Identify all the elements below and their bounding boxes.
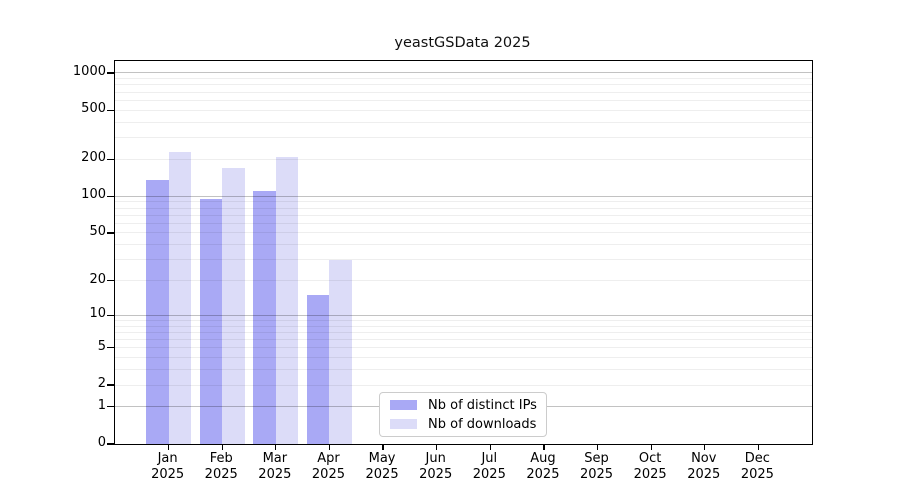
y-tick-mark xyxy=(107,279,115,282)
y-tick-mark xyxy=(107,443,115,445)
chart-title: yeastGSData 2025 xyxy=(394,35,531,51)
x-tick-mark xyxy=(650,444,652,450)
y-tick-label: 10 xyxy=(89,306,106,322)
x-tick-year: 2025 xyxy=(740,467,774,482)
x-tick-year: 2025 xyxy=(419,467,453,482)
legend-entry: Nb of distinct IPs xyxy=(380,396,546,415)
x-tick-year: 2025 xyxy=(579,467,614,482)
minor-gridline xyxy=(115,137,812,139)
x-tick-month: Jun xyxy=(425,451,446,466)
y-tick-label: 0 xyxy=(97,435,106,450)
plot-area: Nb of distinct IPs Nb of downloads xyxy=(107,60,813,450)
y-tick-label: 20 xyxy=(89,271,106,287)
x-tick-label-feb: Feb 2025 xyxy=(181,451,261,483)
x-tick-mark xyxy=(436,444,438,450)
y-tick-mark xyxy=(107,406,115,408)
x-tick-year: 2025 xyxy=(365,467,399,482)
x-tick-month: Jan xyxy=(157,451,178,466)
x-tick-month: Nov xyxy=(691,451,717,466)
bar-downloads-feb xyxy=(222,167,245,444)
major-gridline xyxy=(115,72,812,74)
legend-label: Nb of downloads xyxy=(428,416,537,432)
minor-gridline xyxy=(115,158,812,160)
x-tick-month: Feb xyxy=(209,451,233,466)
minor-gridline xyxy=(115,99,812,101)
y-tick-mark xyxy=(107,109,115,111)
y-tick-mark xyxy=(107,384,115,386)
x-tick-label-dec: Dec 2025 xyxy=(717,451,797,483)
x-tick-month: Jul xyxy=(481,451,498,466)
minor-gridline xyxy=(115,84,812,86)
x-tick-year: 2025 xyxy=(151,467,185,482)
bar-downloads-mar xyxy=(275,156,299,444)
x-tick-label-apr: Apr 2025 xyxy=(288,451,368,483)
x-tick-mark xyxy=(757,444,760,450)
x-tick-mark xyxy=(275,444,277,450)
x-tick-label-sep: Sep 2025 xyxy=(557,451,637,483)
legend-entry: Nb of downloads xyxy=(380,415,546,434)
x-tick-label-jul: Jul 2025 xyxy=(449,451,529,483)
minor-gridline xyxy=(115,91,812,93)
x-tick-month: Dec xyxy=(744,451,770,466)
y-tick-label: 1 xyxy=(97,397,106,413)
bar-distinct-ips-feb xyxy=(199,198,223,444)
x-tick-mark xyxy=(704,444,706,450)
y-tick-label: 1000 xyxy=(72,63,106,79)
bar-distinct-ips-apr xyxy=(306,295,330,444)
y-tick-label: 5 xyxy=(97,338,106,354)
x-tick-year: 2025 xyxy=(526,467,560,482)
x-tick-month: Mar xyxy=(262,451,288,466)
x-tick-month: Sep xyxy=(584,451,609,466)
x-tick-mark xyxy=(221,444,223,450)
x-tick-mark xyxy=(596,444,599,450)
x-tick-mark xyxy=(543,444,545,450)
y-tick-mark xyxy=(107,195,115,197)
y-tick-label: 50 xyxy=(89,223,106,239)
x-tick-year: 2025 xyxy=(633,467,667,482)
bar-downloads-jan xyxy=(168,151,192,444)
x-tick-mark xyxy=(167,444,170,450)
legend-label: Nb of distinct IPs xyxy=(428,397,537,413)
x-tick-year: 2025 xyxy=(204,467,238,482)
minor-gridline xyxy=(115,121,812,123)
x-tick-month: Oct xyxy=(638,451,662,466)
x-tick-label-jan: Jan 2025 xyxy=(128,451,208,483)
x-tick-label-oct: Oct 2025 xyxy=(610,451,690,483)
legend-swatch-icon xyxy=(390,400,417,410)
y-tick-label: 100 xyxy=(81,187,106,203)
y-tick-label: 500 xyxy=(81,101,106,117)
x-tick-label-may: May 2025 xyxy=(342,451,422,483)
x-tick-label-jun: Jun 2025 xyxy=(396,451,476,483)
x-tick-year: 2025 xyxy=(687,467,721,482)
minor-gridline xyxy=(115,109,812,111)
x-tick-mark xyxy=(489,444,491,450)
x-tick-mark xyxy=(382,444,384,450)
y-tick-label: 200 xyxy=(81,150,106,166)
x-tick-label-mar: Mar 2025 xyxy=(235,451,315,483)
legend: Nb of distinct IPs Nb of downloads xyxy=(379,392,547,437)
major-gridline xyxy=(115,195,812,197)
x-tick-month: Apr xyxy=(317,451,340,466)
bar-downloads-apr xyxy=(329,259,352,444)
x-tick-mark xyxy=(328,444,331,450)
minor-gridline xyxy=(115,78,812,80)
y-tick-mark xyxy=(107,232,115,234)
x-tick-month: Aug xyxy=(530,451,556,466)
bar-distinct-ips-jan xyxy=(146,180,169,444)
x-tick-year: 2025 xyxy=(472,467,506,482)
x-tick-label-aug: Aug 2025 xyxy=(503,451,583,483)
x-tick-year: 2025 xyxy=(258,467,292,482)
x-tick-month: May xyxy=(368,451,396,466)
y-tick-mark xyxy=(107,314,115,316)
y-tick-mark xyxy=(107,72,115,74)
legend-swatch-icon xyxy=(390,419,417,429)
y-tick-mark xyxy=(107,347,115,349)
bar-distinct-ips-mar xyxy=(253,191,276,444)
x-tick-year: 2025 xyxy=(311,467,345,482)
y-tick-label: 2 xyxy=(97,376,106,391)
x-tick-label-nov: Nov 2025 xyxy=(664,451,744,483)
y-tick-mark xyxy=(107,158,115,160)
